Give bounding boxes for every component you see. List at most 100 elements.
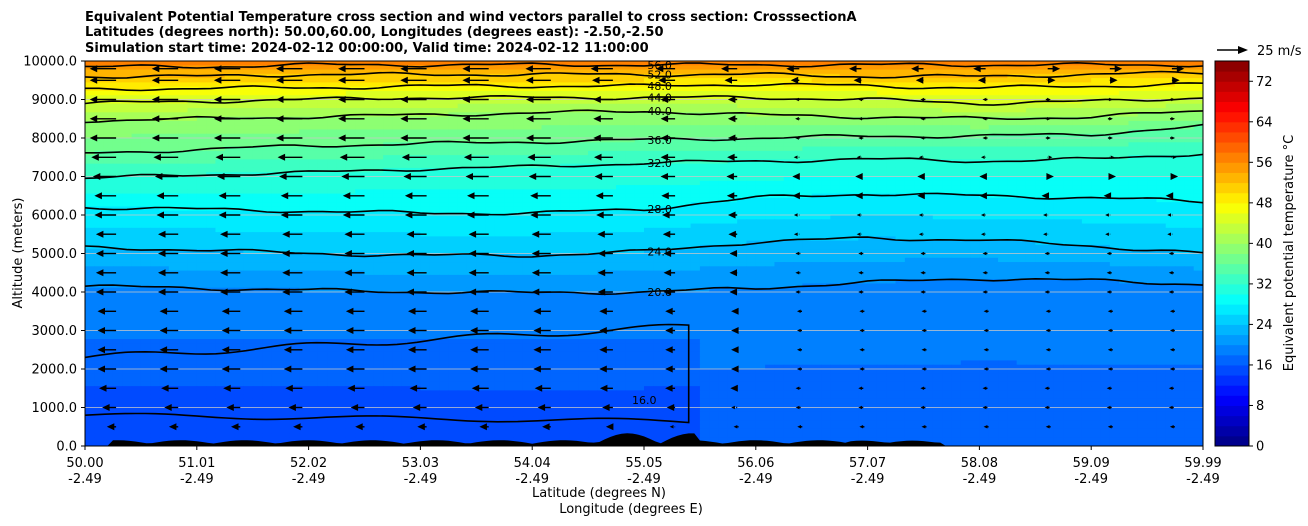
fill-cell xyxy=(140,193,151,199)
fill-cell xyxy=(662,61,673,66)
fill-cell xyxy=(206,163,217,169)
fill-cell xyxy=(1137,116,1148,122)
fill-cell xyxy=(168,236,179,242)
fill-cell xyxy=(299,125,310,131)
fill-cell xyxy=(606,95,617,101)
fill-cell xyxy=(476,95,487,101)
fill-cell xyxy=(1193,138,1203,143)
fill-cell xyxy=(448,185,459,190)
fill-cell xyxy=(755,86,766,92)
fill-cell xyxy=(634,73,645,79)
fill-cell xyxy=(364,73,375,79)
fill-cell xyxy=(532,236,543,242)
fill-cell xyxy=(597,206,608,212)
fill-cell xyxy=(206,236,217,242)
fill-cell xyxy=(774,65,785,71)
fill-cell xyxy=(271,129,282,135)
fill-cell xyxy=(588,133,599,139)
fill-cell xyxy=(755,167,766,173)
fill-cell xyxy=(448,189,459,195)
fill-cell xyxy=(262,108,272,113)
fill-cell xyxy=(1119,65,1130,71)
fill-cell xyxy=(271,215,282,220)
fill-cell xyxy=(485,95,496,101)
fill-cell xyxy=(308,99,319,105)
fill-cell xyxy=(439,86,449,92)
fill-cell xyxy=(1081,185,1092,190)
fill-cell xyxy=(746,125,757,131)
fill-cell xyxy=(466,180,477,186)
fill-cell xyxy=(988,112,999,118)
fill-cell xyxy=(308,133,319,139)
fill-cell xyxy=(439,129,449,135)
fill-cell xyxy=(1063,108,1074,113)
fill-cell xyxy=(699,125,710,131)
fill-cell xyxy=(234,223,244,229)
fill-cell xyxy=(625,69,636,75)
fill-cell xyxy=(737,189,748,195)
fill-cell xyxy=(802,129,813,135)
fill-cell xyxy=(914,206,925,212)
fill-cell xyxy=(690,185,701,190)
fill-cell xyxy=(392,108,403,113)
fill-cell xyxy=(196,176,207,182)
fill-cell xyxy=(504,95,515,101)
fill-cell xyxy=(718,210,729,216)
fill-cell xyxy=(876,108,887,113)
fill-cell xyxy=(616,146,626,152)
fill-cell xyxy=(289,236,300,242)
fill-cell xyxy=(876,180,887,186)
fill-cell xyxy=(1184,116,1195,122)
fill-cell xyxy=(336,146,347,152)
fill-cell xyxy=(1147,155,1158,160)
fill-cell xyxy=(513,142,524,148)
fill-cell xyxy=(560,223,571,229)
fill-cell xyxy=(653,167,664,173)
fill-cell xyxy=(718,129,729,135)
fill-cell xyxy=(131,227,142,233)
fill-cell xyxy=(671,133,682,139)
fill-cell xyxy=(578,150,589,156)
fill-cell xyxy=(466,138,477,143)
fill-cell xyxy=(1156,227,1167,233)
fill-cell xyxy=(811,150,822,156)
fill-cell xyxy=(606,69,617,75)
fill-cell xyxy=(1165,163,1176,169)
fill-cell xyxy=(848,78,859,83)
fill-cell xyxy=(196,155,207,160)
fill-cell xyxy=(904,112,915,118)
fill-cell xyxy=(699,167,710,173)
fill-cell xyxy=(243,236,254,242)
fill-cell xyxy=(476,176,487,182)
fill-cell xyxy=(1184,103,1195,109)
fill-cell xyxy=(1156,108,1167,113)
fill-cell xyxy=(262,163,272,169)
fill-cell xyxy=(876,210,887,216)
fill-cell xyxy=(150,95,161,101)
fill-cell xyxy=(839,180,850,186)
fill-cell xyxy=(383,116,394,122)
fill-cell xyxy=(271,202,282,208)
fill-cell xyxy=(206,69,217,75)
fill-cell xyxy=(755,103,766,109)
fill-cell xyxy=(765,206,776,212)
fill-cell xyxy=(616,142,626,148)
fill-cell xyxy=(476,159,487,165)
fill-cell xyxy=(765,180,776,186)
fill-cell xyxy=(802,103,813,109)
fill-cell xyxy=(867,73,878,79)
fill-cell xyxy=(1175,103,1185,109)
fill-cell xyxy=(923,95,934,101)
fill-cell xyxy=(839,232,850,237)
fill-cell xyxy=(1156,215,1167,220)
fill-cell xyxy=(727,65,738,71)
fill-cell xyxy=(746,223,757,229)
fill-cell xyxy=(802,125,813,131)
fill-cell xyxy=(970,189,980,195)
fill-cell xyxy=(755,125,766,131)
fill-cell xyxy=(513,197,524,203)
fill-cell xyxy=(550,146,561,152)
fill-cell xyxy=(793,223,803,229)
fill-cell xyxy=(774,116,785,122)
fill-cell xyxy=(457,73,468,79)
